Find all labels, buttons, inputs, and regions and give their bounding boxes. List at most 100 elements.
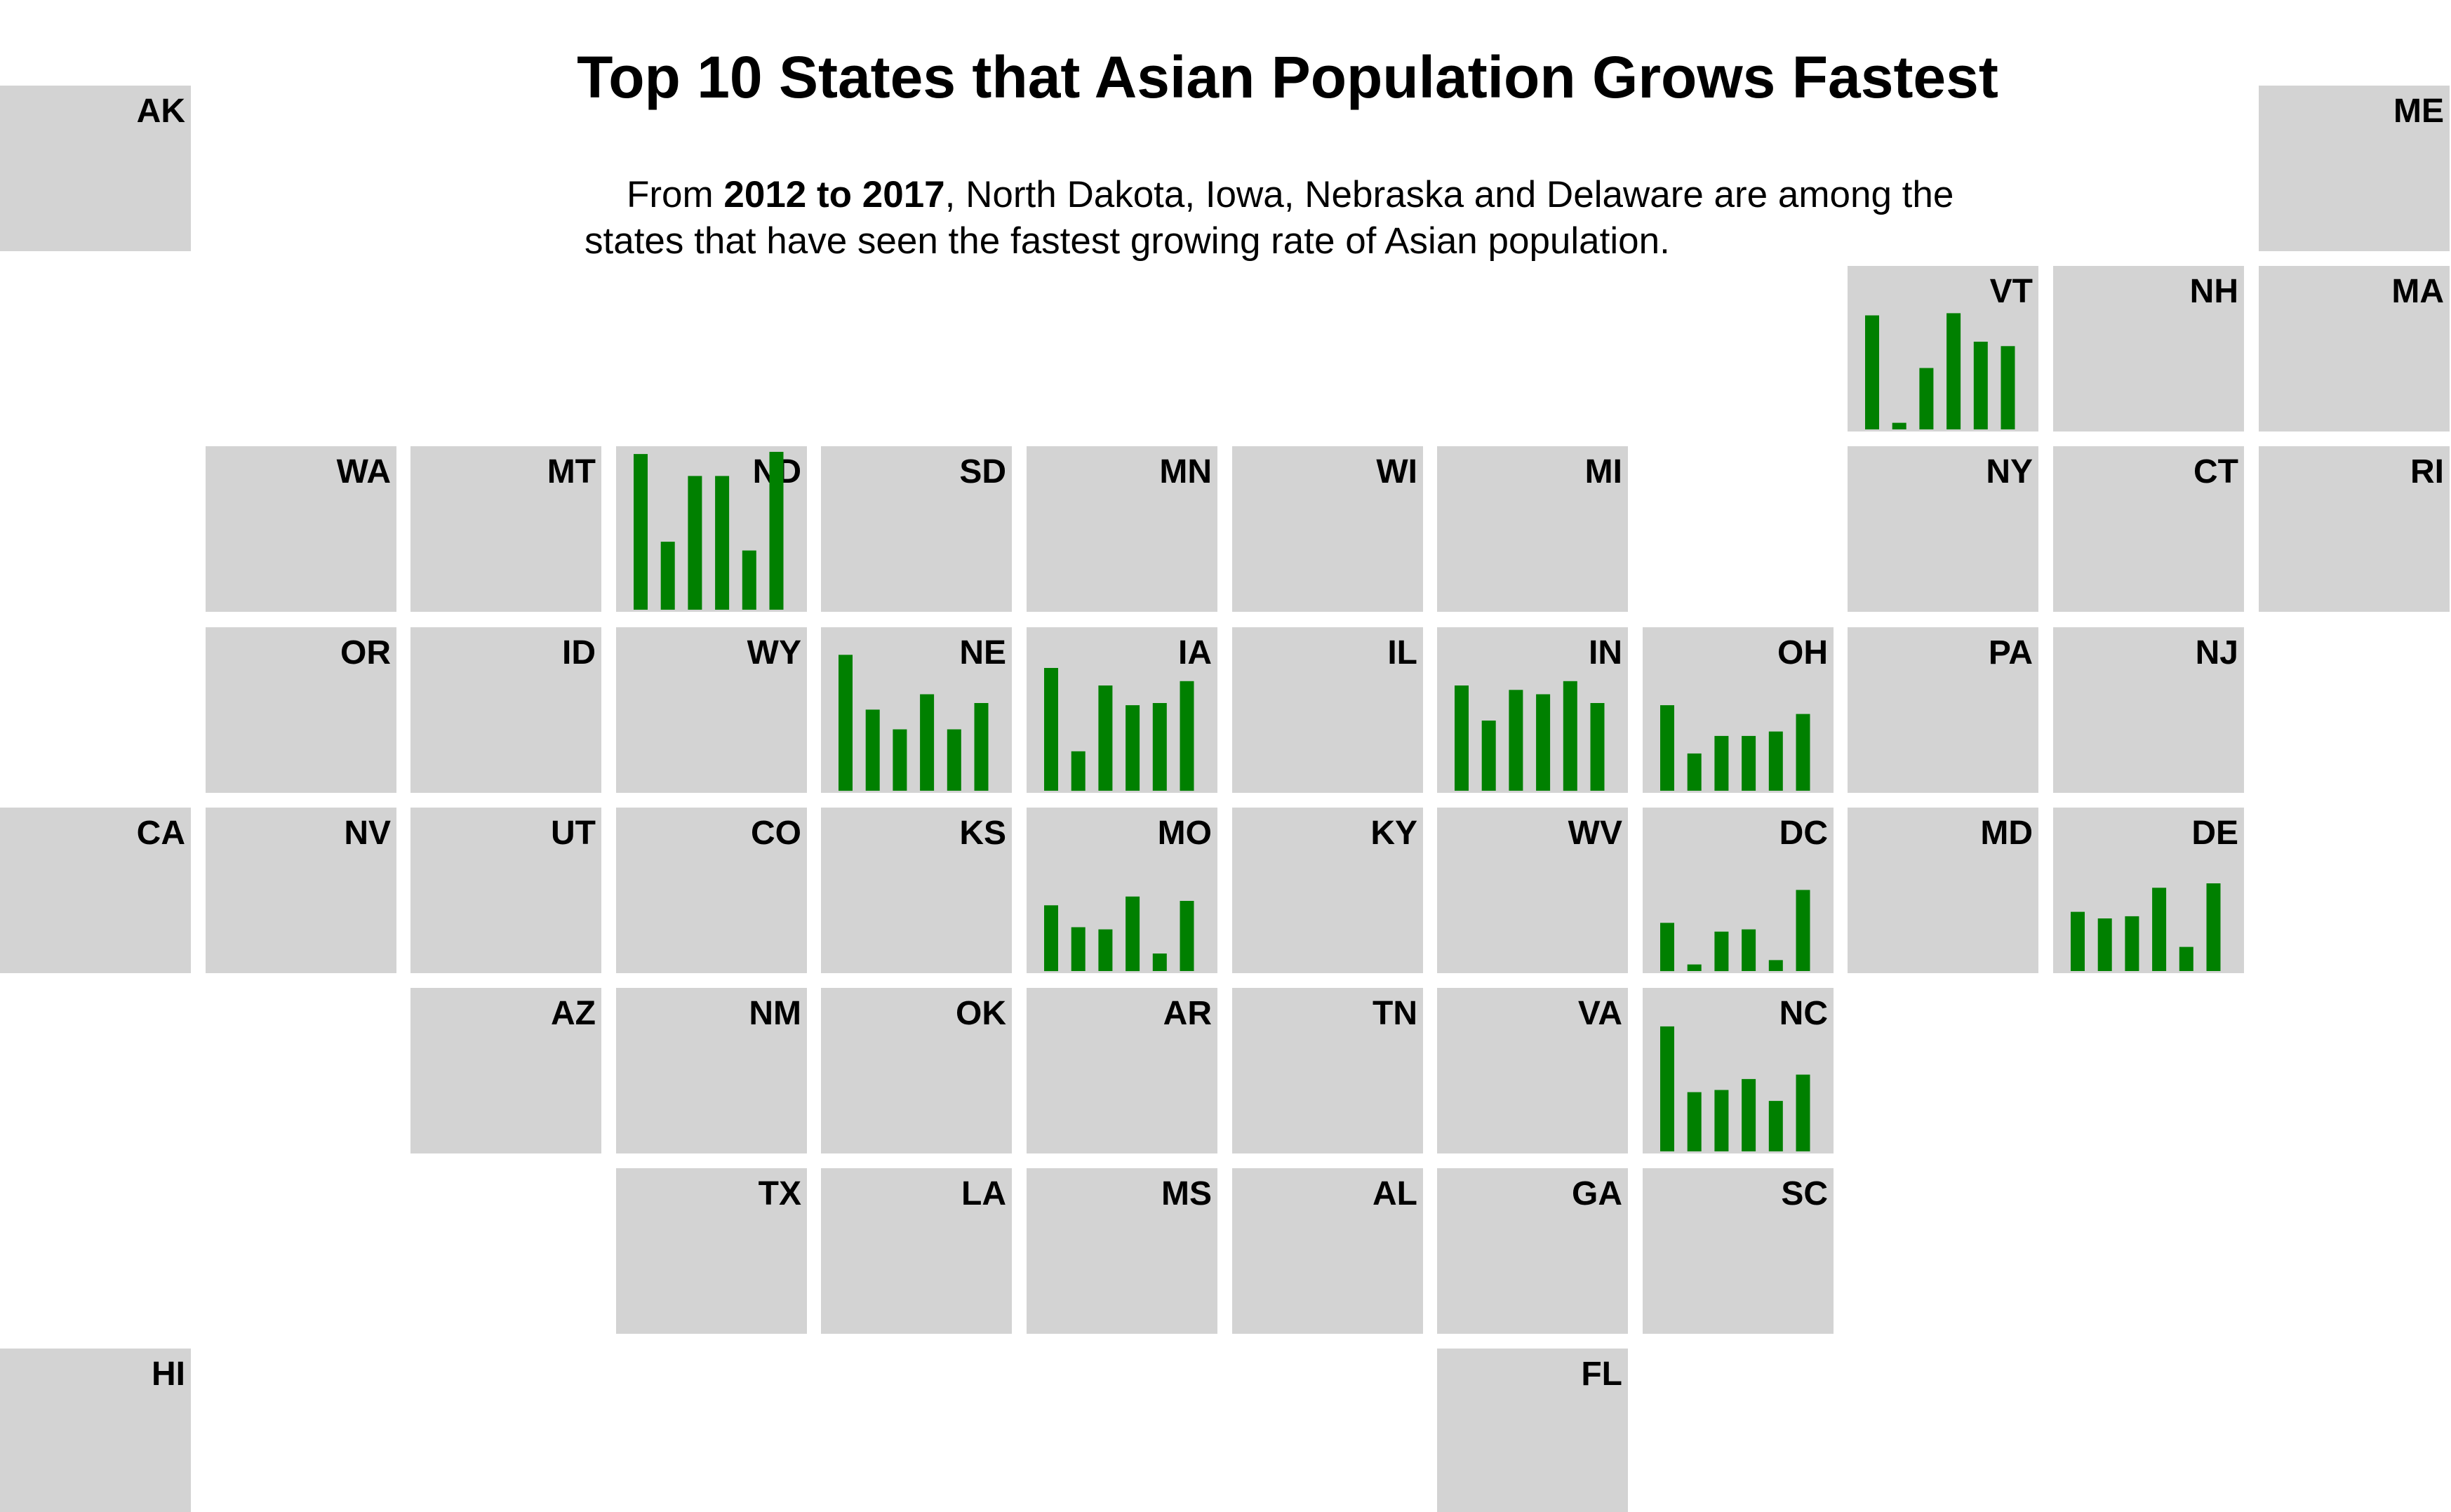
tile-background [0,808,191,973]
bar-mo-3 [1098,929,1113,971]
tile-background [410,446,601,612]
bar-in-4 [1536,694,1551,791]
state-label-de: DE [2191,815,2238,852]
subtitle-line-1: From 2012 to 2017, North Dakota, Iowa, N… [585,172,2058,218]
bar-de-3 [2125,916,2139,971]
bar-nc-6 [1796,1074,1810,1151]
tile-background [2053,627,2244,793]
state-tile-nv: NV [206,808,396,973]
state-tile-il: IL [1232,627,1423,793]
state-label-al: AL [1373,1175,1417,1212]
bar-nc-3 [1714,1090,1729,1151]
state-tile-fl: FL [1437,1349,1628,1512]
state-tile-ri: RI [2259,446,2450,612]
state-tile-id: ID [410,627,601,793]
tile-background [1232,988,1423,1153]
tile-background [2259,446,2450,612]
state-tile-mt: MT [410,446,601,612]
state-tile-vt: VT [1848,266,2038,431]
state-label-tn: TN [1373,995,1417,1032]
state-tile-nh: NH [2053,266,2244,431]
state-label-ma: MA [2391,273,2444,310]
state-tile-tx: TX [616,1168,807,1334]
bar-ia-2 [1071,751,1086,791]
state-tile-wy: WY [616,627,807,793]
state-label-ne: NE [959,634,1006,671]
tile-background [821,808,1012,973]
state-tile-nc: NC [1643,988,1834,1153]
tile-background [1848,627,2038,793]
state-label-mn: MN [1159,453,1212,490]
bar-in-2 [1481,721,1496,791]
tile-background [206,446,396,612]
tile-background [1232,1168,1423,1334]
bar-in-6 [1590,703,1605,791]
tile-background [821,446,1012,612]
chart-subtitle: From 2012 to 2017, North Dakota, Iowa, N… [585,172,2058,265]
bar-ia-3 [1098,685,1113,791]
tile-background [1232,808,1423,973]
state-label-ct: CT [2193,453,2238,490]
subtitle-line-2: states that have seen the fastest growin… [585,220,1670,262]
subtitle-rest: , North Dakota, Iowa, Nebraska and Delaw… [944,174,1954,215]
state-label-ia: IA [1178,634,1212,671]
state-tile-ca: CA [0,808,191,973]
state-label-ga: GA [1572,1175,1622,1212]
state-tile-ct: CT [2053,446,2244,612]
bar-de-5 [2179,946,2193,971]
state-label-nv: NV [344,815,391,852]
state-tile-in: IN [1437,627,1628,793]
state-label-ok: OK [956,995,1006,1032]
state-tile-nd: ND [616,446,807,612]
state-label-ny: NY [1986,453,2033,490]
state-label-ut: UT [551,815,596,852]
subtitle-prefix: From [627,174,724,215]
state-tile-ut: UT [410,808,601,973]
bar-oh-4 [1742,735,1756,791]
state-tile-me: ME [2259,86,2450,251]
tile-background [0,86,191,251]
state-tile-ms: MS [1027,1168,1217,1334]
state-label-id: ID [562,634,596,671]
tile-background [1848,808,2038,973]
tile-background [1848,446,2038,612]
bar-mo-2 [1071,927,1086,971]
state-label-nh: NH [2190,273,2238,310]
state-tile-co: CO [616,808,807,973]
state-label-pa: PA [1989,634,2033,671]
state-tile-tn: TN [1232,988,1423,1153]
bar-vt-2 [1892,422,1906,429]
tile-background [1643,1168,1834,1334]
bar-in-5 [1563,681,1577,791]
state-tile-az: AZ [410,988,601,1153]
bar-dc-1 [1660,923,1674,972]
tile-background [1027,446,1217,612]
state-label-nj: NJ [2196,634,2238,671]
state-tile-nj: NJ [2053,627,2244,793]
state-tile-wa: WA [206,446,396,612]
tile-background [616,627,807,793]
tile-background [1437,988,1628,1153]
bar-de-6 [2206,883,2221,971]
bar-in-3 [1509,690,1523,791]
bar-oh-3 [1714,735,1729,791]
state-label-mo: MO [1158,815,1212,852]
bar-vt-3 [1919,368,1934,429]
state-tile-sd: SD [821,446,1012,612]
state-tile-ga: GA [1437,1168,1628,1334]
bar-nc-4 [1742,1078,1756,1151]
state-tile-nm: NM [616,988,807,1153]
tile-background [1437,1349,1628,1512]
state-label-mt: MT [547,453,596,490]
tile-background [1232,627,1423,793]
state-tile-oh: OH [1643,627,1834,793]
bar-oh-2 [1687,753,1702,791]
bar-ia-1 [1044,668,1058,791]
bar-ne-4 [920,694,935,791]
state-tile-ak: AK [0,86,191,251]
state-tile-ny: NY [1848,446,2038,612]
bar-nd-3 [688,476,702,610]
state-label-wa: WA [337,453,391,490]
tile-background [206,627,396,793]
